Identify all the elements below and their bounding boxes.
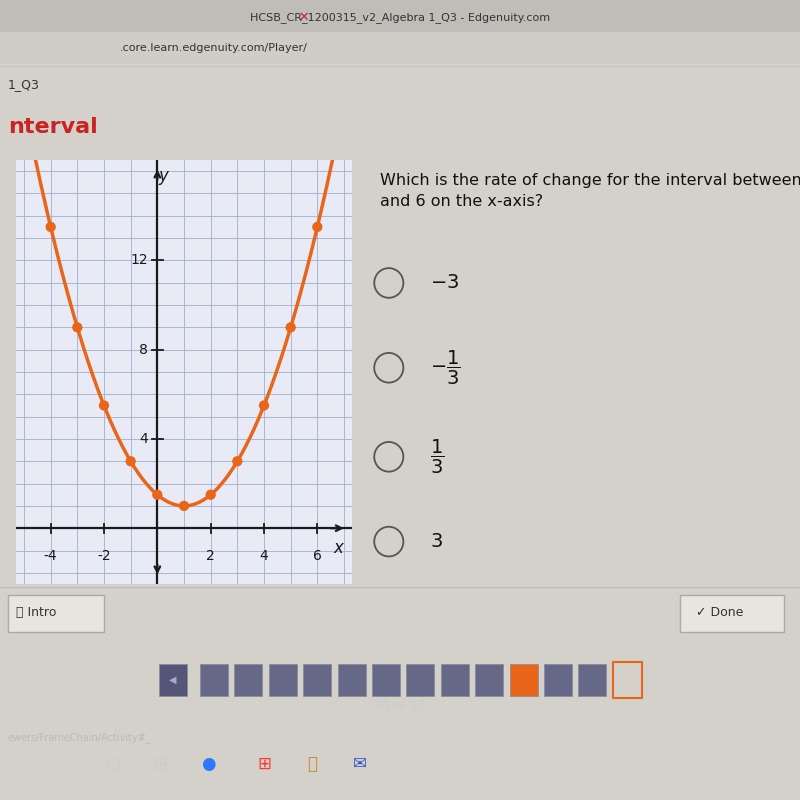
- Point: [124, 455, 137, 468]
- Bar: [0, 0, 800, 32]
- Text: HCSB_CR_1200315_v2_Algebra 1_Q3 - Edgenuity.com: HCSB_CR_1200315_v2_Algebra 1_Q3 - Edgenu…: [250, 13, 550, 23]
- Point: [71, 321, 84, 334]
- Text: 10 of 12: 10 of 12: [374, 699, 426, 712]
- Text: 6: 6: [313, 550, 322, 563]
- Bar: [234, 664, 262, 696]
- Text: 4: 4: [139, 432, 148, 446]
- Text: ✕: ✕: [298, 11, 310, 25]
- Text: 4: 4: [260, 550, 268, 563]
- Point: [311, 221, 324, 234]
- Bar: [475, 664, 503, 696]
- Text: y: y: [158, 166, 168, 185]
- Text: ewers/FrameChain/Activity#_: ewers/FrameChain/Activity#_: [8, 732, 152, 743]
- Text: nterval: nterval: [8, 117, 98, 137]
- Text: ⊞: ⊞: [257, 755, 271, 773]
- Text: $3$: $3$: [430, 532, 443, 551]
- Text: 12: 12: [130, 254, 148, 267]
- Text: 2: 2: [206, 550, 215, 563]
- Text: ✉: ✉: [353, 755, 367, 773]
- Bar: [200, 664, 228, 696]
- Text: ✓ Done: ✓ Done: [696, 606, 743, 618]
- Bar: [159, 664, 187, 696]
- Text: ◀: ◀: [170, 675, 177, 685]
- Point: [284, 321, 297, 334]
- Bar: [372, 664, 400, 696]
- Text: 1_Q3: 1_Q3: [8, 78, 40, 91]
- Text: $\dfrac{1}{3}$: $\dfrac{1}{3}$: [430, 438, 445, 476]
- Text: $-\dfrac{1}{3}$: $-\dfrac{1}{3}$: [430, 349, 461, 386]
- Point: [258, 399, 270, 412]
- Bar: [544, 664, 572, 696]
- Bar: [0, 32, 800, 64]
- Text: ⊞: ⊞: [153, 755, 167, 773]
- Bar: [441, 664, 469, 696]
- Bar: [303, 664, 331, 696]
- Text: -2: -2: [97, 550, 111, 563]
- Text: 🏠: 🏠: [307, 755, 317, 773]
- Bar: [578, 664, 606, 696]
- Point: [178, 499, 190, 512]
- Text: $-3$: $-3$: [430, 274, 459, 293]
- Point: [151, 488, 164, 501]
- Text: .core.learn.edgenuity.com/Player/: .core.learn.edgenuity.com/Player/: [120, 43, 308, 53]
- Bar: [613, 662, 642, 698]
- Text: x: x: [334, 539, 344, 558]
- Text: 🔊 Intro: 🔊 Intro: [16, 606, 56, 618]
- Point: [98, 399, 110, 412]
- Point: [44, 221, 57, 234]
- Bar: [8, 595, 104, 632]
- Point: [204, 488, 217, 501]
- Bar: [510, 664, 538, 696]
- Point: [231, 455, 244, 468]
- Text: 8: 8: [139, 342, 148, 357]
- Text: ○: ○: [105, 755, 119, 773]
- Text: ●: ●: [201, 755, 215, 773]
- Bar: [269, 664, 297, 696]
- Bar: [680, 595, 784, 632]
- Bar: [338, 664, 366, 696]
- Text: -4: -4: [44, 550, 58, 563]
- Bar: [406, 664, 434, 696]
- Text: Which is the rate of change for the interval between 2
and 6 on the x-axis?: Which is the rate of change for the inte…: [381, 173, 800, 209]
